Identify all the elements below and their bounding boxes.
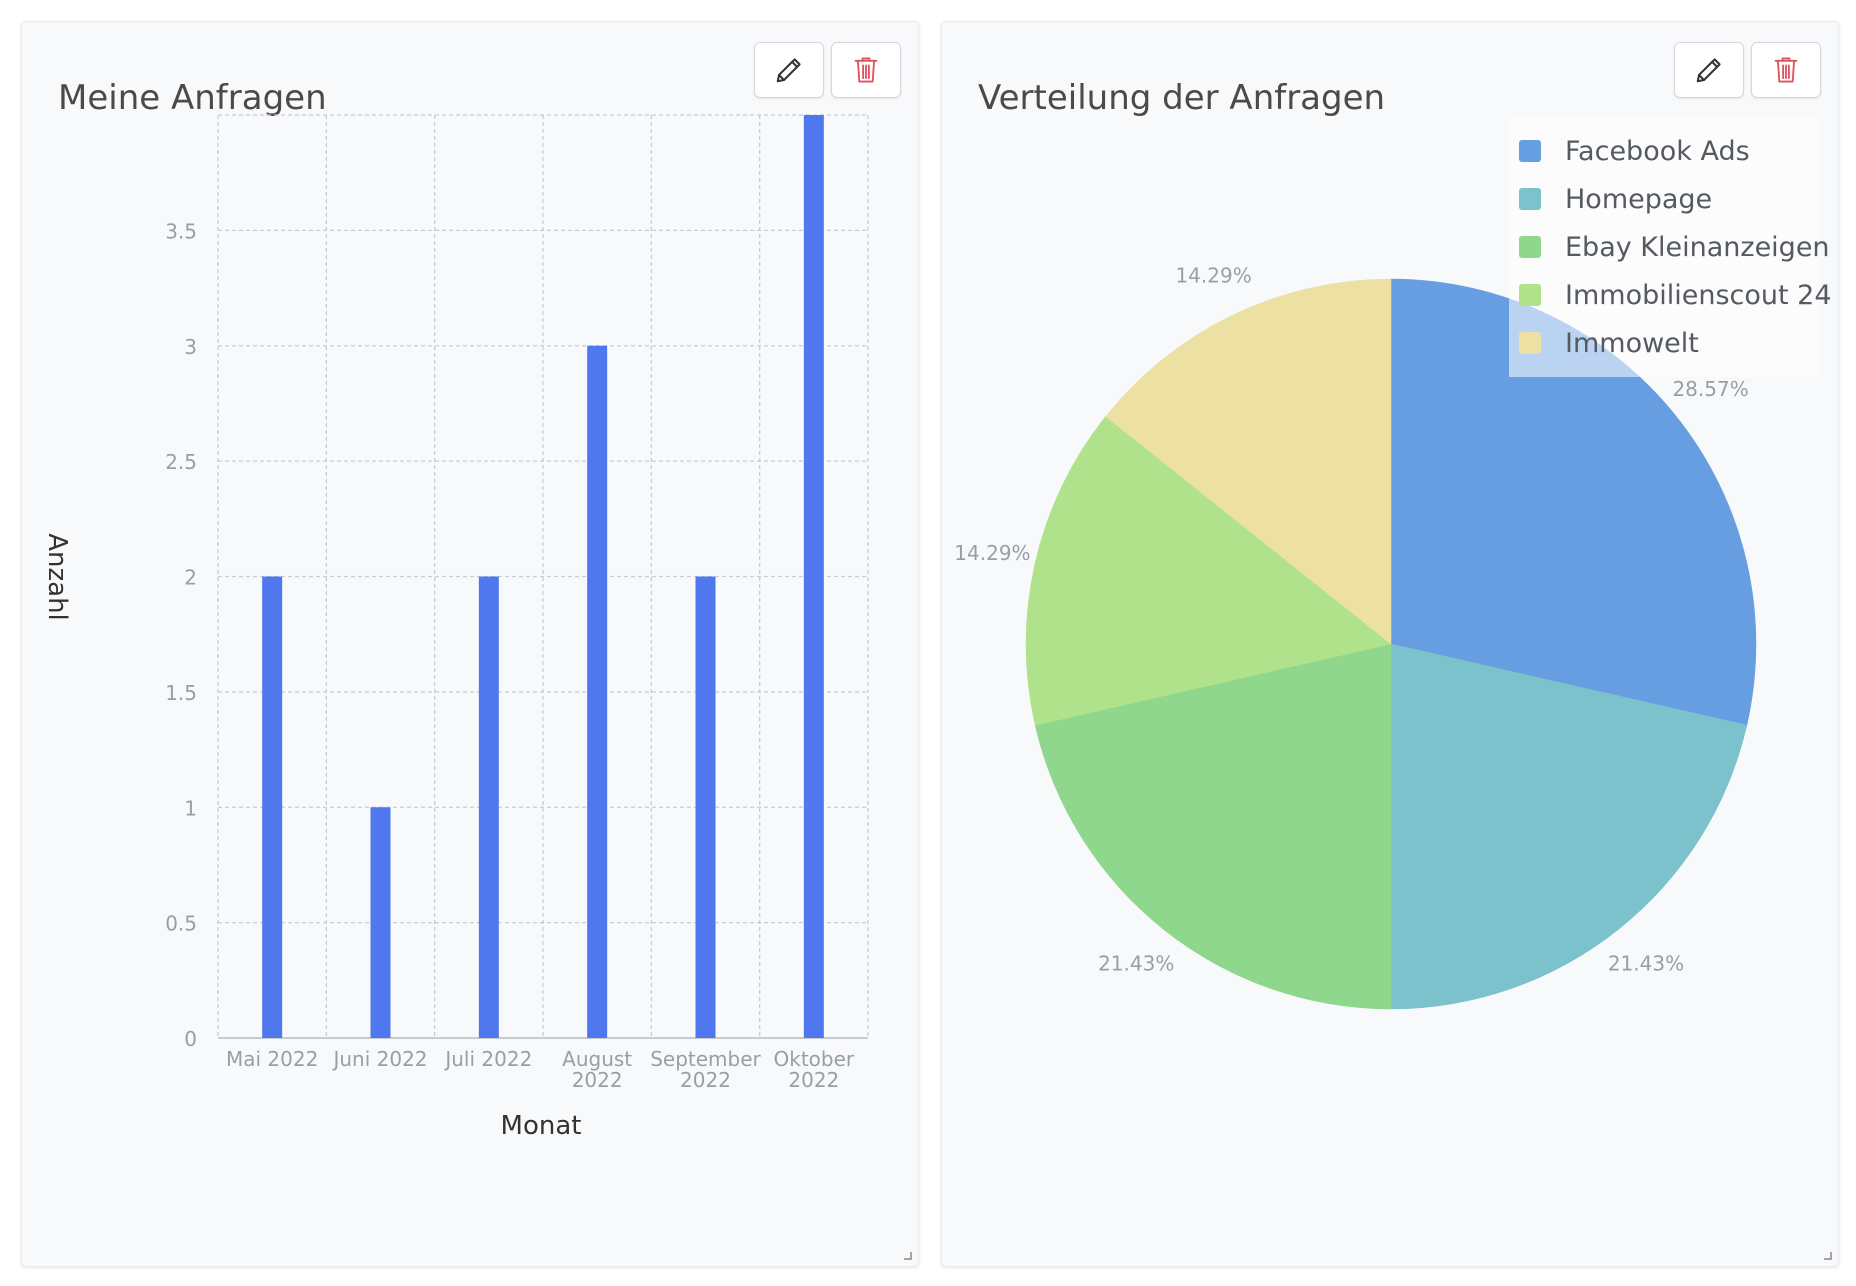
pie-slice[interactable] <box>1105 278 1392 645</box>
y-axis-label: Anzahl <box>42 533 72 621</box>
legend-label: Immowelt <box>1565 327 1699 359</box>
slice-value-label: 28.57% <box>1672 377 1748 401</box>
bar-chart: 0 0.5 1 1.5 2 2.5 3 3.5 Mai 2022 Juni 2022 Juli 2… <box>42 114 869 1141</box>
legend-swatch <box>1519 188 1541 210</box>
legend-item[interactable]: Homepage <box>1509 175 1819 223</box>
bar[interactable] <box>695 576 716 1039</box>
bar[interactable] <box>803 115 824 1038</box>
pie-slice[interactable] <box>1034 643 1392 1010</box>
y-tick-label: 0 <box>184 1027 197 1051</box>
pie-slice[interactable] <box>1390 278 1757 726</box>
pie-slice[interactable] <box>1025 416 1392 726</box>
bar[interactable] <box>262 576 283 1039</box>
y-tick-label: 1 <box>184 796 197 820</box>
resize-handle[interactable] <box>1822 1250 1832 1260</box>
legend-label: Homepage <box>1565 183 1713 215</box>
legend-item[interactable]: Immowelt <box>1509 319 1819 367</box>
requests-pie-panel: Verteilung der Anfragen 28.57% 21.43% 21.4… <box>941 21 1839 1267</box>
y-tick-label: 1.5 <box>165 681 197 705</box>
x-tick-label: Juli 2022 <box>443 1047 532 1071</box>
x-tick-label: Mai 2022 <box>226 1047 318 1071</box>
delete-button[interactable] <box>831 42 901 98</box>
legend-item[interactable]: Immobilienscout 24 <box>1509 271 1832 319</box>
pie-legend: Facebook Ads Homepage Ebay Kleinanzeigen Im… <box>1509 117 1832 377</box>
legend-label: Facebook Ads <box>1565 135 1750 167</box>
requests-bar-panel: Meine Anfragen 0 0.5 1 1.5 2 2.5 3 3.5 Mai 2022… <box>21 21 919 1267</box>
legend-item[interactable]: Facebook Ads <box>1509 127 1819 175</box>
y-tick-label: 3 <box>184 335 197 359</box>
legend-swatch <box>1519 284 1541 306</box>
legend-swatch <box>1519 140 1541 162</box>
pie-chart: 28.57% 21.43% 21.43% 14.29% 14.29% <box>954 264 1757 1010</box>
delete-button[interactable] <box>1751 42 1821 98</box>
y-tick-label: 3.5 <box>165 219 197 243</box>
legend-item[interactable]: Ebay Kleinanzeigen <box>1509 223 1830 271</box>
legend-swatch <box>1519 236 1541 258</box>
trash-icon <box>854 57 878 83</box>
slice-value-label: 14.29% <box>1175 264 1251 288</box>
y-tick-label: 2.5 <box>165 450 197 474</box>
panel-title: Verteilung der Anfragen <box>978 78 1386 118</box>
trash-icon <box>1774 57 1798 83</box>
pencil-icon <box>776 58 801 83</box>
pie-slice[interactable] <box>1390 643 1748 1010</box>
bar[interactable] <box>478 576 499 1039</box>
bar[interactable] <box>370 807 391 1038</box>
x-tick-label: Juni 2022 <box>331 1047 427 1071</box>
edit-button[interactable] <box>754 42 824 98</box>
legend-swatch <box>1519 332 1541 354</box>
x-tick-label: Oktober 2022 <box>774 1047 855 1092</box>
slice-value-label: 21.43% <box>1608 952 1684 976</box>
x-tick-label: September 2022 <box>650 1047 761 1092</box>
pencil-icon <box>1696 58 1721 83</box>
x-axis-label: Monat <box>501 1111 582 1141</box>
y-tick-label: 0.5 <box>165 912 197 936</box>
resize-handle[interactable] <box>902 1250 912 1260</box>
slice-value-label: 21.43% <box>1098 952 1174 976</box>
y-tick-label: 2 <box>184 566 197 590</box>
x-tick-label: August 2022 <box>562 1047 632 1092</box>
edit-button[interactable] <box>1674 42 1744 98</box>
legend-label: Ebay Kleinanzeigen <box>1565 231 1830 263</box>
bar[interactable] <box>587 345 608 1038</box>
slice-value-label: 14.29% <box>954 541 1030 565</box>
panel-title: Meine Anfragen <box>58 78 327 118</box>
legend-label: Immobilienscout 24 <box>1565 279 1832 311</box>
